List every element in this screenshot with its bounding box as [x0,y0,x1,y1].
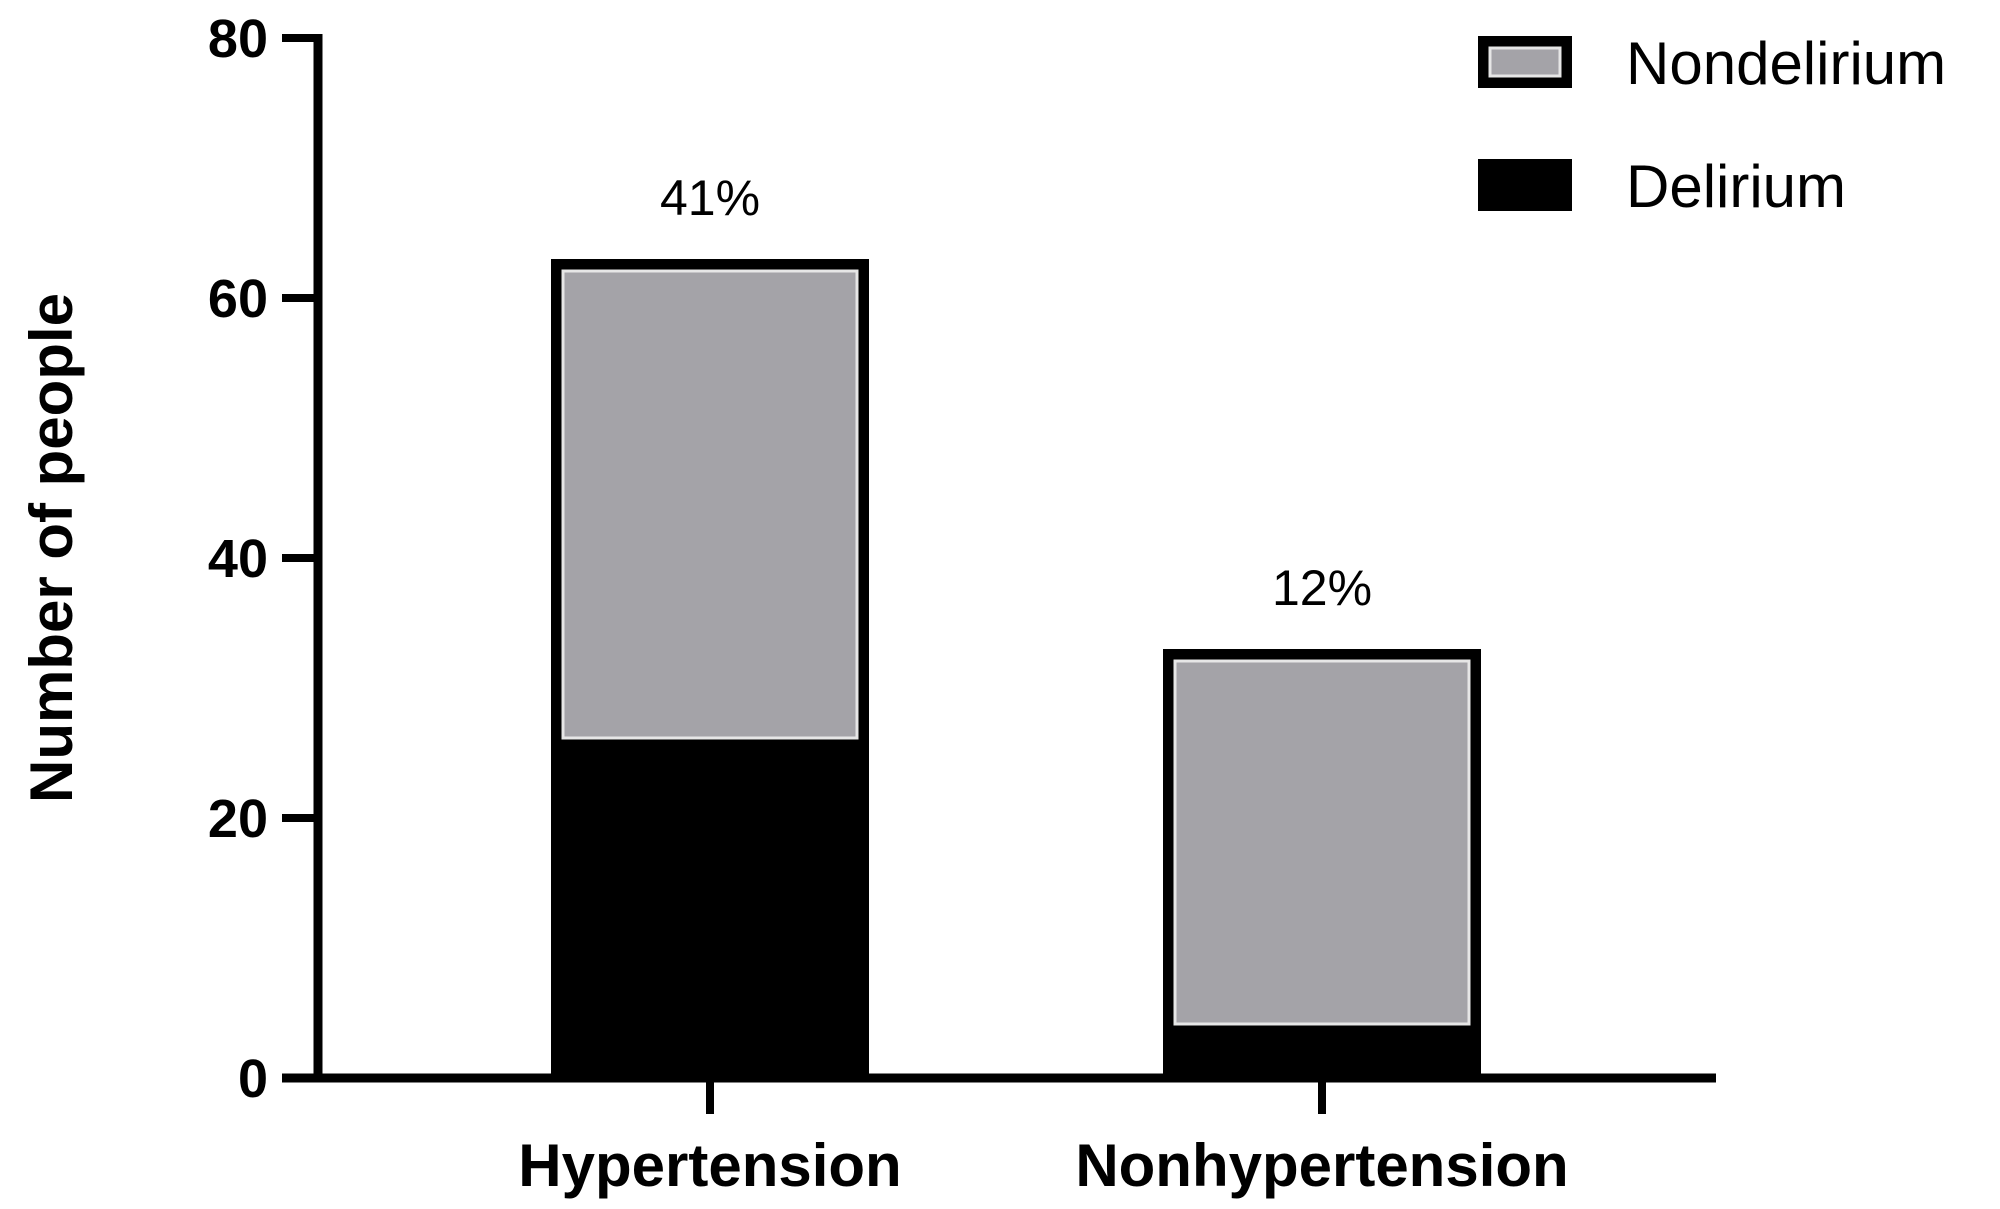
bar-delirium-hypertension [551,740,869,1078]
x-tick-label: Nonhypertension [1075,1132,1568,1199]
bar-nondelirium-hypertension [561,269,859,740]
y-tick-label: 20 [208,789,268,849]
legend: Nondelirium Delirium [1478,30,1946,220]
y-tick-label: 80 [208,9,268,69]
bar-delirium-nonhypertension [1163,1026,1481,1078]
legend-item-nondelirium: Nondelirium [1478,30,1946,97]
bar-nondelirium-nonhypertension [1173,659,1471,1026]
y-tick-label: 40 [208,529,268,589]
y-axis-title: Number of people [18,293,85,803]
legend-label: Nondelirium [1626,30,1946,97]
legend-item-delirium: Delirium [1478,153,1846,220]
bar-percent-label: 12% [1272,560,1372,616]
legend-swatch-fill [1488,46,1562,78]
bar-percent-label: 41% [660,170,760,226]
legend-label: Delirium [1626,153,1846,220]
legend-swatch [1478,159,1572,211]
y-tick-label: 0 [238,1049,268,1109]
axes-layer: Hypertension Nonhypertension 0 20 40 60 80 [208,9,1716,1199]
y-tick-label: 60 [208,269,268,329]
x-tick-label: Hypertension [518,1132,901,1199]
bars-layer: 41% 12% [551,170,1481,1078]
